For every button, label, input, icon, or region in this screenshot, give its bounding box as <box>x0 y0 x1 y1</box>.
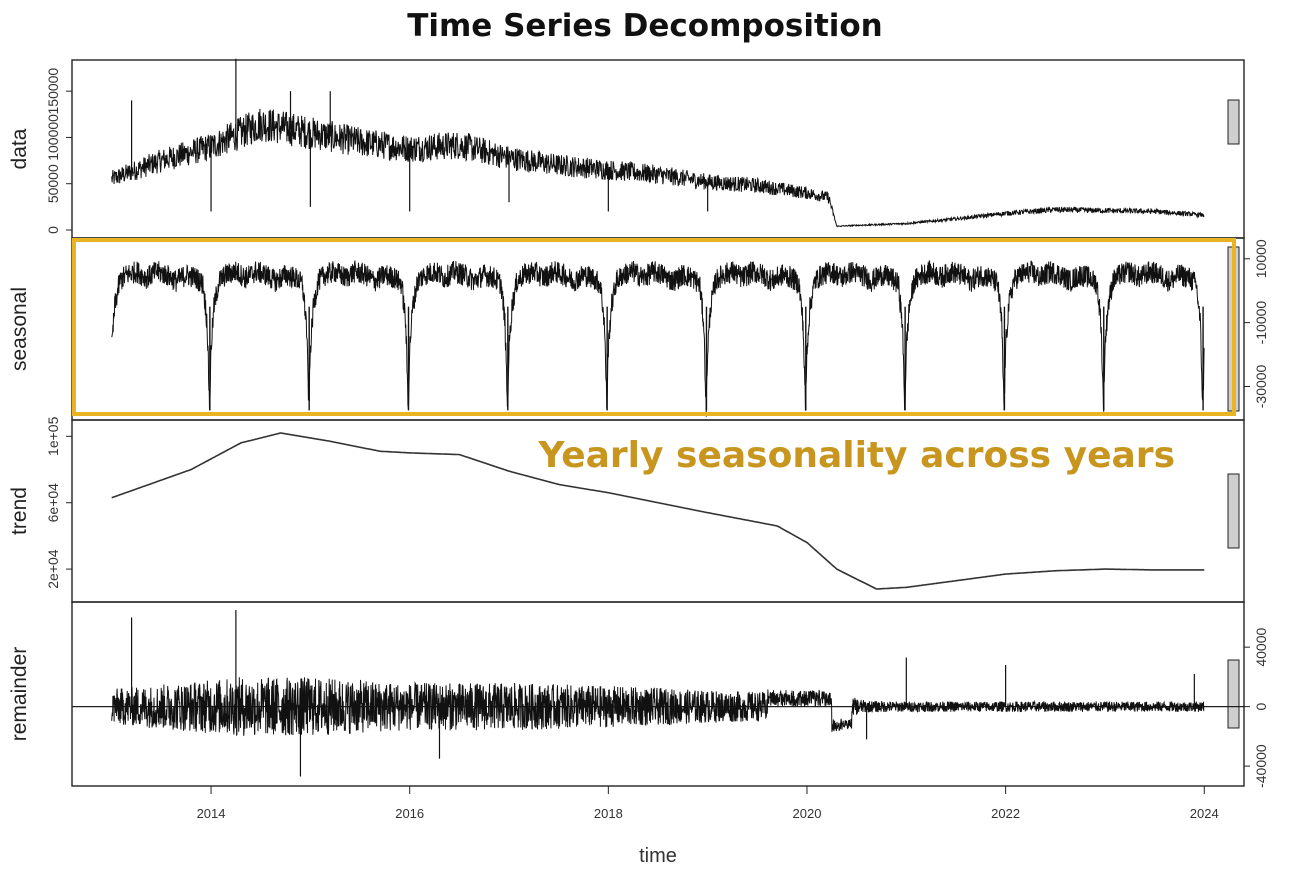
y-tick-label: -10000 <box>1253 301 1269 345</box>
x-axis: 2014 2016 2018 2020 2022 2024 <box>197 786 1219 821</box>
y-tick-label: 1e+05 <box>45 416 61 456</box>
x-tick-label: 2018 <box>594 806 623 821</box>
scale-bar-trend <box>1227 473 1240 549</box>
scale-bar-data <box>1227 99 1240 145</box>
panel-trend: trend 2e+04 6e+04 1e+05 <box>8 416 1245 603</box>
x-tick-label: 2022 <box>991 806 1020 821</box>
seasonal-highlight-box <box>72 238 1236 416</box>
seasonal-series-line <box>111 259 1205 417</box>
panel-seasonal: seasonal -30000 -10000 10000 <box>8 237 1269 421</box>
panel-frame-seasonal <box>71 237 1245 421</box>
y-tick-label: 150000 <box>45 68 61 115</box>
trend-series-line <box>111 432 1205 590</box>
panel-label-remainder: remainder <box>8 647 31 742</box>
x-tick-label: 2014 <box>197 806 226 821</box>
y-tick-label: 100000 <box>45 114 61 161</box>
panel-label-trend: trend <box>8 487 31 535</box>
y-tick-label: 50000 <box>45 164 61 203</box>
panel-remainder: remainder -40000 0 40000 <box>8 601 1269 788</box>
y-tick-label: 10000 <box>1253 239 1269 278</box>
panel-frame-remainder <box>71 601 1245 787</box>
chart-title: Time Series Decomposition <box>407 8 883 44</box>
x-axis-label: time <box>639 845 677 867</box>
remainder-series-line <box>111 677 1205 737</box>
x-tick-label: 2016 <box>395 806 424 821</box>
y-tick-label: 0 <box>1253 703 1269 711</box>
panel-label-data: data <box>8 128 31 169</box>
scale-bar-remainder <box>1227 659 1240 729</box>
y-tick-label: 2e+04 <box>45 549 61 589</box>
data-series-line <box>111 108 1205 228</box>
panel-label-seasonal: seasonal <box>8 287 31 371</box>
y-tick-label: -40000 <box>1253 744 1269 788</box>
x-tick-label: 2024 <box>1190 806 1219 821</box>
annotation-text: Yearly seasonality across years <box>537 435 1175 476</box>
y-tick-label: 40000 <box>1253 627 1269 666</box>
x-tick-label: 2020 <box>793 806 822 821</box>
panels-layer: data050000100000150000seasonal-30000-100… <box>8 58 1269 788</box>
y-tick-label: 6e+04 <box>45 483 61 523</box>
y-tick-label: 0 <box>45 226 61 234</box>
y-tick-label: -30000 <box>1253 364 1269 408</box>
